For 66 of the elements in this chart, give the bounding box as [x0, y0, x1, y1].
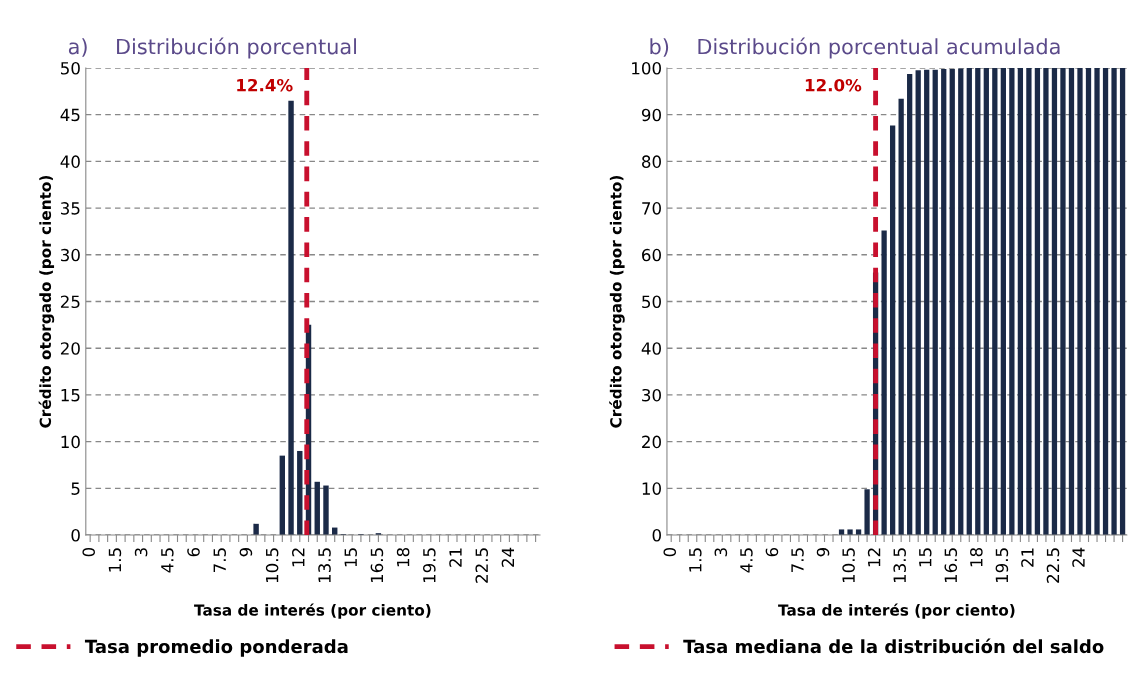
x-tick-label: 18 — [970, 547, 983, 567]
x-tick-label: 0 — [82, 547, 95, 557]
x-tick-label: 19.5 — [423, 548, 436, 583]
legend-label: Tasa mediana de la distribución del saldo — [683, 638, 1104, 654]
chart-title: a) Distribución porcentual — [68, 37, 356, 59]
annotation: 12.0% — [805, 78, 862, 92]
x-tick-label: 1.5 — [689, 548, 702, 572]
y-tick-label: 15 — [61, 389, 80, 402]
y-tick-label: 90 — [641, 108, 661, 122]
y-tick-label: 45 — [60, 108, 80, 122]
annotation: 12.4% — [237, 78, 293, 92]
y-tick-label: 20 — [60, 342, 80, 355]
chart-title: b) Distribución porcentual acumulada — [650, 37, 1060, 59]
x-tick-label: 6 — [187, 547, 200, 557]
x-tick-label: 22.5 — [1046, 548, 1060, 583]
y-tick-label: 50 — [642, 295, 661, 309]
x-tick-label: 16.5 — [370, 548, 384, 583]
x-tick-label: 0 — [663, 547, 677, 557]
y-tick-label: 100 — [632, 61, 661, 75]
y-tick-label: 40 — [60, 155, 80, 168]
x-tick-label: 19.5 — [995, 548, 1009, 583]
x-tick-label: 21 — [1021, 548, 1034, 567]
x-tick-label: 12 — [867, 548, 881, 567]
y-tick-label: 20 — [642, 435, 661, 449]
x-tick-label: 18 — [396, 547, 410, 567]
y-tick-label: 5 — [71, 482, 80, 495]
x-tick-label: 3 — [134, 548, 148, 557]
x-tick-label: 13.5 — [318, 548, 331, 583]
x-tick-label: 15 — [919, 548, 932, 567]
x-tick-label: 21 — [449, 548, 462, 567]
y-tick-label: 0 — [71, 529, 80, 542]
y-tick-label: 25 — [60, 295, 80, 309]
y-tick-label: 50 — [61, 61, 80, 75]
x-tick-label: 24 — [501, 547, 514, 567]
x-axis-title: Tasa de interés (por ciento) — [778, 603, 1015, 619]
y-tick-label: 60 — [642, 248, 661, 262]
y-tick-label: 10 — [61, 435, 80, 449]
y-tick-label: 40 — [641, 342, 661, 355]
x-tick-label: 4.5 — [161, 548, 174, 573]
x-tick-label: 22.5 — [475, 548, 489, 583]
y-axis-title: Crédito otorgado (por ciento) — [38, 175, 55, 428]
x-tick-label: 3 — [714, 548, 728, 557]
legend-label: Tasa promedio ponderada — [84, 639, 348, 657]
x-tick-label: 4.5 — [740, 548, 753, 573]
x-tick-label: 1.5 — [108, 548, 122, 572]
y-axis-title: Crédito otorgado (por ciento) — [609, 175, 625, 428]
y-tick-label: 70 — [642, 202, 661, 215]
x-tick-label: 7.5 — [213, 548, 227, 572]
x-tick-label: 7.5 — [791, 548, 804, 572]
x-tick-label: 6 — [765, 547, 779, 557]
x-tick-label: 15 — [344, 548, 358, 567]
x-tick-label: 9 — [239, 548, 253, 557]
y-tick-label: 10 — [642, 482, 661, 495]
x-axis-title: Tasa de interés (por ciento) — [194, 603, 431, 619]
x-tick-label: 24 — [1072, 547, 1085, 567]
y-tick-label: 80 — [642, 155, 661, 168]
x-tick-label: 9 — [816, 548, 830, 557]
y-tick-label: 35 — [61, 202, 80, 215]
x-tick-label: 10.5 — [265, 548, 279, 583]
x-tick-label: 16.5 — [944, 548, 958, 583]
x-tick-label: 12 — [292, 548, 305, 567]
x-tick-label: 10.5 — [842, 548, 855, 583]
x-tick-label: 13.5 — [893, 548, 906, 583]
y-tick-label: 30 — [61, 248, 80, 262]
y-tick-label: 30 — [642, 388, 661, 402]
y-tick-label: 0 — [652, 529, 661, 542]
